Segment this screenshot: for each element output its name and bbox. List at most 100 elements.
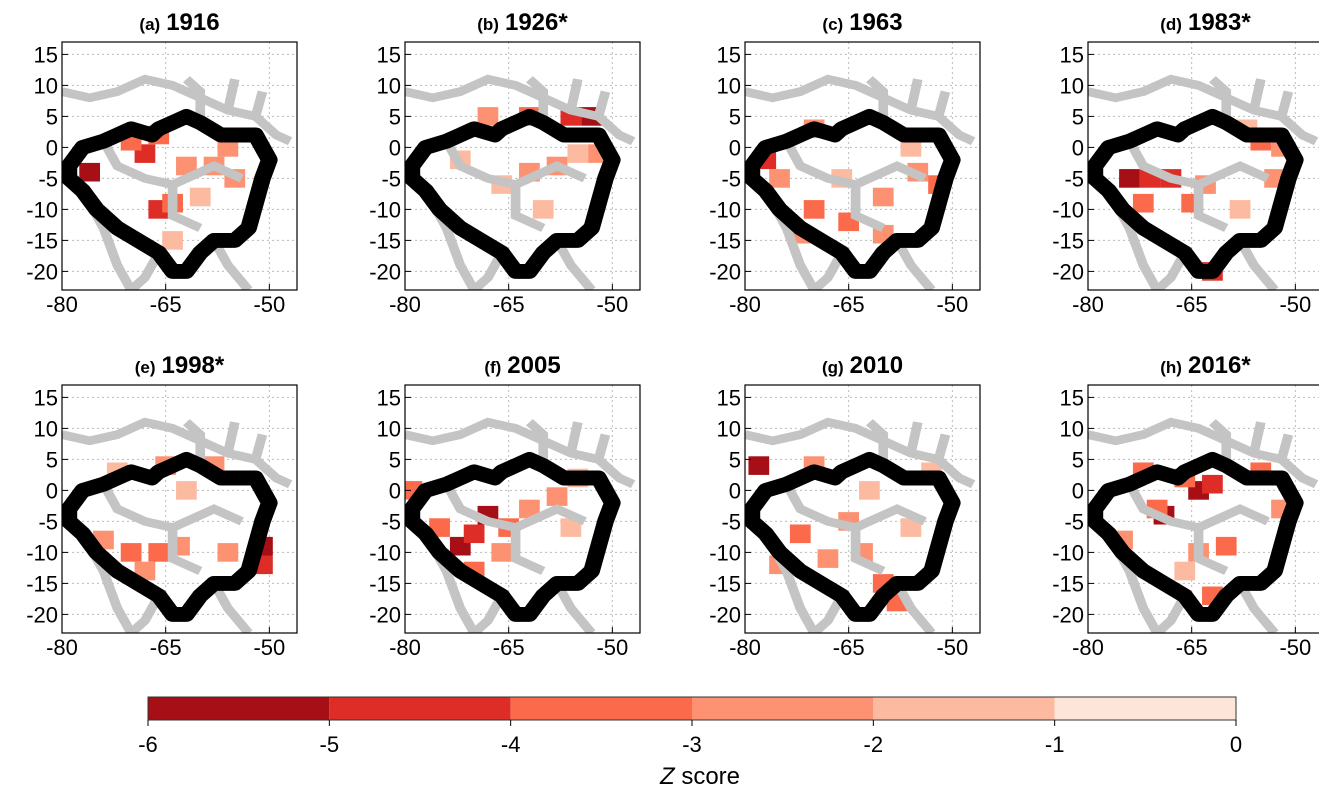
y-tick-label: 10 bbox=[34, 416, 58, 441]
anomaly-cell bbox=[900, 138, 922, 157]
y-tick-label: 5 bbox=[46, 104, 58, 129]
map-panel: (h) 2016* -80 -65 -50 15 10 5 0 -5 -10 -15 -20 bbox=[1052, 352, 1319, 660]
y-tick-label: 10 bbox=[1060, 73, 1084, 98]
panel-year: 2016* bbox=[1188, 352, 1251, 379]
anomaly-cell bbox=[769, 169, 790, 188]
anomaly-cell bbox=[789, 524, 811, 544]
anomaly-cell bbox=[79, 162, 101, 182]
y-tick-label: -15 bbox=[369, 228, 401, 253]
anomaly-cell bbox=[546, 487, 568, 506]
panel-title: (e) 1998* bbox=[135, 352, 225, 379]
y-tick-label: 15 bbox=[1060, 42, 1084, 67]
y-tick-label: -10 bbox=[1052, 540, 1084, 565]
colorbar-tick-label: -4 bbox=[501, 732, 521, 757]
panel-label: (f) bbox=[484, 358, 501, 377]
panel-title: (h) 2016* bbox=[1160, 352, 1251, 379]
map-panel: (e) 1998* -80 -65 -50 15 10 5 0 -5 -10 -15 -20 bbox=[26, 352, 298, 660]
anomaly-cell bbox=[817, 549, 839, 568]
y-tick-label: 15 bbox=[1060, 385, 1084, 410]
y-tick-label: -10 bbox=[369, 197, 401, 222]
anomaly-cell bbox=[1119, 169, 1140, 188]
colorbar: Z score -6 -5 -4 -3 -2 -1 0 bbox=[138, 696, 1242, 790]
panel-year: 1983* bbox=[1188, 9, 1251, 36]
y-tick-label: -15 bbox=[1052, 228, 1084, 253]
y-tick-label: -20 bbox=[709, 602, 741, 627]
plot-frame bbox=[404, 384, 641, 634]
panel-year: 1998* bbox=[162, 352, 225, 379]
anomaly-cell bbox=[148, 543, 170, 562]
y-tick-label: 10 bbox=[34, 73, 58, 98]
colorbar-tick-label: 0 bbox=[1230, 732, 1242, 757]
colorbar-swatch bbox=[1054, 697, 1236, 720]
y-tick-label: -10 bbox=[26, 540, 58, 565]
y-tick-label: -20 bbox=[1052, 602, 1084, 627]
y-tick-label: 15 bbox=[717, 42, 741, 67]
colorbar-tick-label: -1 bbox=[1045, 732, 1065, 757]
x-tick-label: -50 bbox=[596, 635, 628, 660]
y-tick-label: -15 bbox=[26, 571, 58, 596]
y-tick-label: -10 bbox=[369, 540, 401, 565]
plot-frame bbox=[1087, 384, 1319, 634]
plot-frame bbox=[61, 41, 298, 291]
y-tick-label: 5 bbox=[389, 104, 401, 129]
anomaly-cell bbox=[900, 518, 922, 537]
y-tick-label: 10 bbox=[1060, 416, 1084, 441]
anomaly-cell bbox=[519, 499, 540, 519]
x-tick-label: -65 bbox=[493, 635, 525, 660]
y-tick-label: -10 bbox=[26, 197, 58, 222]
map-area bbox=[405, 42, 640, 290]
map-area bbox=[405, 385, 640, 633]
anomaly-cell bbox=[477, 107, 499, 126]
x-tick-label: -65 bbox=[493, 292, 525, 317]
anomaly-cell bbox=[1229, 200, 1251, 219]
panel-label: (b) bbox=[477, 15, 499, 34]
x-tick-label: -50 bbox=[1279, 292, 1311, 317]
y-tick-label: -20 bbox=[369, 259, 401, 284]
anomaly-cell bbox=[859, 481, 880, 500]
panel-title: (g) 2010 bbox=[822, 352, 903, 379]
plot-frame bbox=[744, 41, 981, 291]
plot-frame bbox=[404, 41, 641, 291]
y-tick-label: 0 bbox=[729, 478, 741, 503]
x-tick-label: -50 bbox=[1279, 635, 1311, 660]
colorbar-text: score bbox=[681, 763, 740, 790]
map-area bbox=[1088, 42, 1319, 290]
panel-label: (a) bbox=[139, 15, 160, 34]
anomaly-cell bbox=[567, 144, 589, 163]
x-tick-label: -50 bbox=[253, 635, 285, 660]
y-tick-label: -5 bbox=[1064, 509, 1084, 534]
y-tick-label: -10 bbox=[709, 540, 741, 565]
y-tick-label: -10 bbox=[1052, 197, 1084, 222]
anomaly-cell bbox=[463, 524, 485, 544]
anomaly-cell bbox=[872, 187, 894, 207]
x-tick-label: -65 bbox=[150, 292, 182, 317]
y-tick-label: -15 bbox=[709, 571, 741, 596]
panel-label: (e) bbox=[135, 358, 156, 377]
panel-title: (c) 1963 bbox=[822, 9, 902, 36]
anomaly-cell bbox=[491, 543, 513, 562]
y-tick-label: 10 bbox=[717, 416, 741, 441]
x-tick-label: -80 bbox=[46, 635, 78, 660]
colorbar-swatch bbox=[329, 697, 511, 720]
colorbar-swatch bbox=[148, 697, 330, 720]
panel-year: 1926* bbox=[505, 9, 568, 36]
y-tick-label: -15 bbox=[709, 228, 741, 253]
panel-year: 1963 bbox=[849, 9, 902, 36]
x-tick-label: -65 bbox=[150, 635, 182, 660]
map-panel: (d) 1983* -80 -65 -50 15 10 5 0 -5 -10 -15 -20 bbox=[1052, 9, 1319, 317]
map-panel: (c) 1963 -80 -65 -50 15 10 5 0 -5 -10 -15 -20 bbox=[709, 9, 981, 317]
y-tick-label: 5 bbox=[729, 447, 741, 472]
x-tick-label: -50 bbox=[936, 635, 968, 660]
y-tick-label: -5 bbox=[1064, 166, 1084, 191]
anomaly-cell bbox=[748, 456, 770, 475]
map-area bbox=[745, 385, 980, 633]
y-tick-label: -5 bbox=[721, 509, 741, 534]
colorbar-swatch bbox=[510, 697, 692, 720]
x-tick-label: -80 bbox=[1072, 635, 1104, 660]
y-tick-label: -10 bbox=[709, 197, 741, 222]
x-tick-label: -65 bbox=[1176, 292, 1208, 317]
y-tick-label: 5 bbox=[46, 447, 58, 472]
anomaly-cell bbox=[176, 481, 197, 500]
panel-label: (g) bbox=[822, 358, 844, 377]
